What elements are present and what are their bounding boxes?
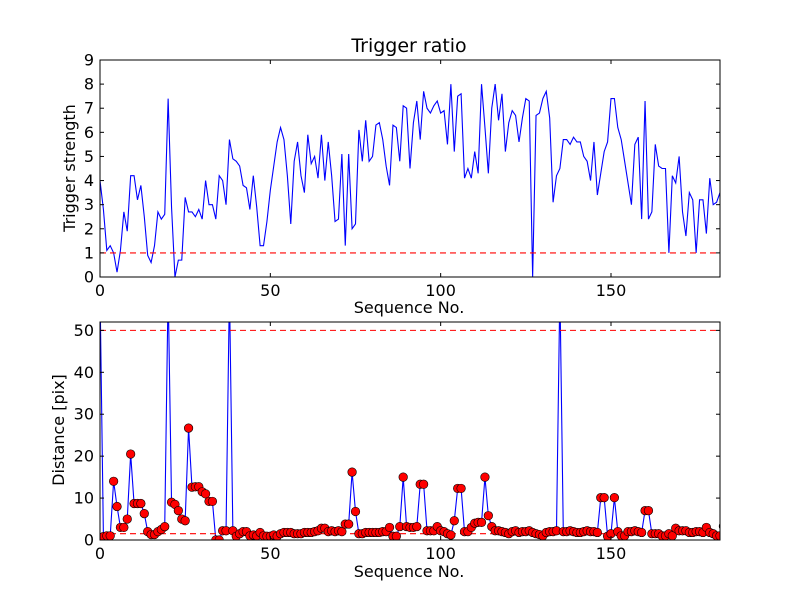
bottom-data-point xyxy=(419,479,429,489)
bottom-data-point xyxy=(109,476,119,486)
bottom-data-point xyxy=(592,527,602,538)
bottom-x-tick-label: 100 xyxy=(425,544,456,563)
bottom-y-axis-label: Distance [pix] xyxy=(49,374,68,486)
top-series-line xyxy=(100,84,720,277)
bottom-data-point xyxy=(715,531,720,540)
bottom-data-point xyxy=(105,531,115,540)
top-y-axis-label: Trigger strength xyxy=(60,104,79,233)
bottom-data-point xyxy=(119,522,129,533)
bottom-data-point xyxy=(214,535,224,540)
bottom-data-point xyxy=(139,508,149,519)
top-x-tick-label: 100 xyxy=(425,281,456,300)
top-plot-frame xyxy=(99,59,721,278)
top-y-tick-label: 9 xyxy=(84,51,94,70)
top-y-tick-label: 6 xyxy=(84,123,94,142)
bottom-y-tick-label: 40 xyxy=(74,363,94,382)
top-y-tick-label: 8 xyxy=(84,75,94,94)
top-plot-area xyxy=(99,59,721,278)
bottom-data-point xyxy=(180,516,190,526)
bottom-data-point xyxy=(599,493,609,503)
bottom-data-point xyxy=(126,449,136,459)
top-y-tick-label: 1 xyxy=(84,243,94,262)
bottom-data-point xyxy=(347,467,357,477)
bottom-data-point xyxy=(412,521,422,532)
trigger-ratio-panel: Trigger ratio Sequence No. Trigger stren… xyxy=(60,35,721,317)
bottom-data-point xyxy=(160,521,170,532)
bottom-y-tick-label: 20 xyxy=(74,447,94,466)
top-x-tick-label: 150 xyxy=(596,281,627,300)
bottom-data-point xyxy=(112,501,122,512)
top-y-tick-label: 7 xyxy=(84,99,94,118)
bottom-y-tick-label: 10 xyxy=(74,489,94,508)
bottom-y-tick-label: 0 xyxy=(84,531,94,550)
bottom-data-point xyxy=(637,527,647,538)
top-x-axis-label: Sequence No. xyxy=(354,298,465,317)
bottom-x-tick-label: 150 xyxy=(596,544,627,563)
top-y-tick-label: 0 xyxy=(84,268,94,287)
bottom-data-point xyxy=(384,522,395,533)
top-x-tick-label: 0 xyxy=(95,281,105,300)
top-chart-title: Trigger ratio xyxy=(350,35,466,57)
top-y-tick-label: 3 xyxy=(84,195,94,214)
bottom-data-point xyxy=(350,506,361,517)
bottom-data-point xyxy=(480,472,490,482)
top-y-tick-label: 5 xyxy=(84,147,94,166)
bottom-axis-ticks: 0 50 100 150 0 10 20 30 40 50 xyxy=(74,321,720,563)
top-y-tick-label: 4 xyxy=(84,171,94,190)
bottom-data-point xyxy=(201,489,211,499)
bottom-data-point xyxy=(122,514,132,524)
bottom-data-point xyxy=(667,531,677,540)
bottom-data-point xyxy=(456,483,466,494)
bottom-data-point xyxy=(207,496,218,507)
bottom-data-point xyxy=(398,472,408,482)
bottom-data-point xyxy=(337,527,347,537)
bottom-data-point xyxy=(446,530,456,540)
bottom-x-axis-label: Sequence No. xyxy=(354,562,465,581)
bottom-data-point xyxy=(483,511,493,521)
top-plot-clip xyxy=(100,84,720,277)
bottom-data-point xyxy=(344,519,354,529)
bottom-data-point xyxy=(183,423,194,433)
bottom-y-tick-label: 30 xyxy=(74,405,94,424)
bottom-data-point xyxy=(609,493,619,503)
bottom-data-point xyxy=(173,506,183,516)
bottom-plot-area xyxy=(99,321,721,541)
bottom-data-point xyxy=(643,506,654,516)
bottom-data-point xyxy=(449,516,459,526)
bottom-x-tick-label: 50 xyxy=(260,544,280,563)
bottom-plot-frame xyxy=(99,321,721,541)
bottom-plot-clip xyxy=(100,322,720,540)
bottom-data-point xyxy=(136,498,146,509)
top-x-tick-label: 50 xyxy=(260,281,280,300)
distance-panel: Sequence No. Distance [pix] 0 50 100 150 0 10… xyxy=(49,321,721,581)
bottom-x-tick-label: 0 xyxy=(95,544,105,563)
bottom-y-tick-label: 50 xyxy=(74,321,94,340)
bottom-data-point xyxy=(476,517,487,527)
top-y-tick-label: 2 xyxy=(84,219,94,238)
bottom-data-point xyxy=(391,531,401,540)
